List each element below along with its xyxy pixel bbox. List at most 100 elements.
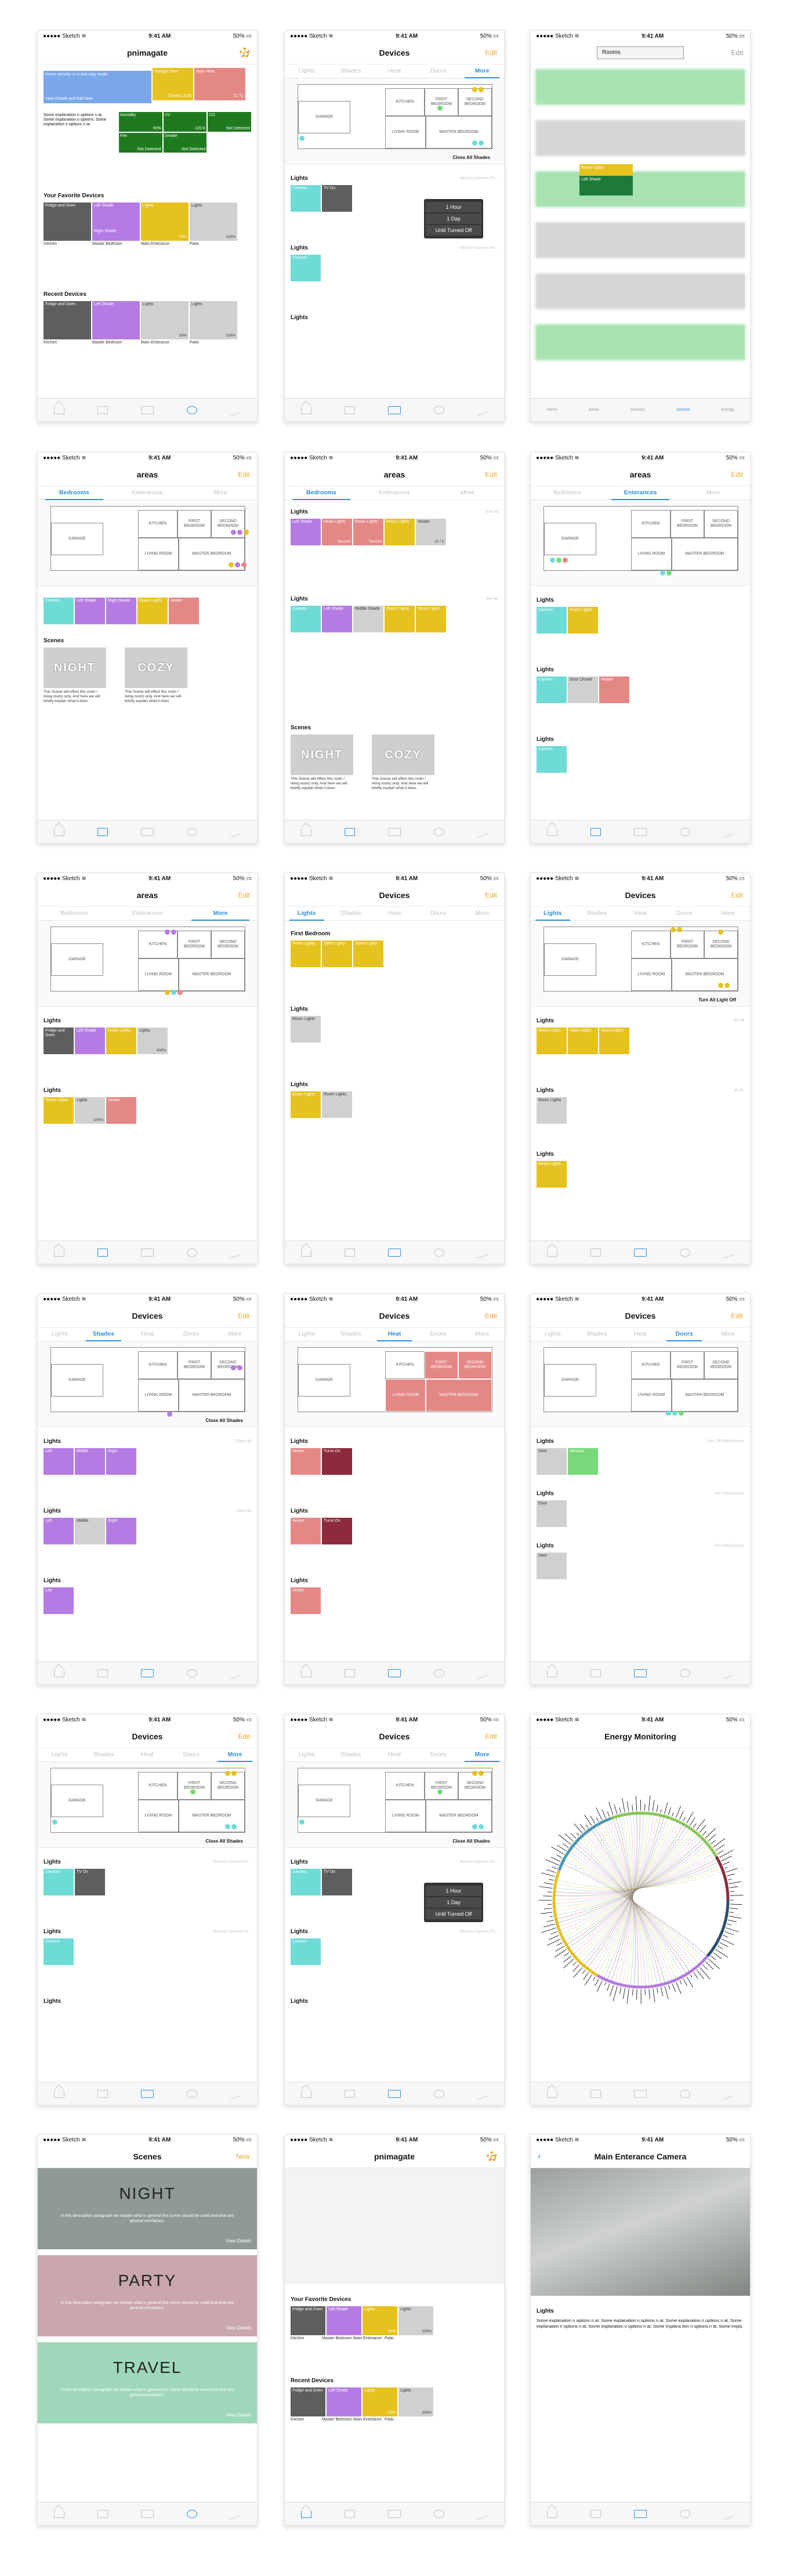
device-dot-icon[interactable] — [225, 1771, 230, 1776]
room-first-bedroom[interactable]: FIRST BEDROOM — [177, 1351, 211, 1379]
device-tile[interactable]: TV On — [322, 1869, 352, 1895]
device-tile[interactable]: Middle — [75, 1448, 105, 1475]
device-tile[interactable]: Left — [44, 1518, 74, 1544]
room-first-bedroom[interactable]: FIRST BEDROOM — [671, 1351, 704, 1379]
areas-icon[interactable] — [590, 1248, 601, 1257]
close-all-button[interactable]: Close All Shades — [452, 155, 490, 160]
chord-arc[interactable] — [596, 1955, 709, 1989]
energy-icon[interactable] — [230, 2087, 241, 2100]
device-dot-icon[interactable] — [479, 87, 484, 92]
tab-doors[interactable]: Doors — [662, 1327, 706, 1341]
device-dot-icon[interactable] — [437, 106, 443, 111]
device-dot-icon[interactable] — [231, 1824, 237, 1829]
device-tile[interactable]: Lights 50% — [363, 2387, 397, 2416]
scenes-icon[interactable] — [679, 2509, 690, 2518]
edit-button[interactable]: Edit — [485, 48, 497, 57]
close-all-button[interactable]: Turn All Light Off — [698, 997, 736, 1003]
floor-plan[interactable]: GARAGE KITCHEN FIRST BEDROOM SECOND BEDROOM… — [50, 927, 245, 995]
scenes-icon[interactable] — [679, 827, 690, 836]
areas-icon[interactable] — [590, 2509, 601, 2518]
scenes-icon[interactable] — [186, 2509, 197, 2518]
room-kitchen[interactable]: KITCHEN — [385, 1351, 425, 1379]
device-tile[interactable]: Room Lights — [385, 606, 415, 632]
room-first-bedroom[interactable]: FIRST BEDROOM — [425, 88, 458, 116]
devices-icon[interactable] — [633, 2509, 647, 2518]
areas-icon[interactable] — [590, 1669, 601, 1677]
floor-plan[interactable]: GARAGE KITCHEN FIRST BEDROOM SECOND BEDROOM… — [50, 1768, 245, 1833]
section-link[interactable]: Get Notifications — [714, 1491, 744, 1496]
edit-button[interactable]: New — [235, 2152, 250, 2161]
sensor-card[interactable]: Humidity 50% — [119, 112, 162, 132]
energy-icon[interactable] — [723, 1246, 734, 1258]
device-tile[interactable]: Room Lights — [291, 1016, 321, 1043]
room-first-bedroom[interactable]: FIRST BEDROOM — [425, 1772, 458, 1800]
scene-banner[interactable]: NIGHT In this description paragraph we ex… — [38, 2168, 257, 2249]
room-kitchen[interactable]: KITCHEN — [138, 1351, 177, 1379]
home-icon[interactable] — [547, 1669, 558, 1677]
device-tile[interactable]: Fridge and Oven — [44, 202, 91, 241]
tab-areas[interactable]: Areas — [588, 408, 600, 412]
room-living-room[interactable]: LIVING ROOM — [385, 1379, 426, 1412]
preview-popup[interactable]: Room Lights Left Shade — [579, 164, 633, 196]
device-dot-icon[interactable] — [237, 1365, 242, 1370]
section-link[interactable]: All Off — [733, 1018, 744, 1023]
sensor-card[interactable]: CO Not Detected — [208, 112, 251, 132]
tab-lights[interactable]: Lights — [544, 1330, 561, 1337]
device-tile[interactable]: Camera — [537, 676, 567, 703]
room-second-bedroom[interactable]: SECOND BEDROOM — [458, 1351, 492, 1379]
device-dot-icon[interactable] — [165, 929, 170, 935]
devices-icon[interactable] — [140, 1669, 154, 1677]
home-icon[interactable] — [54, 2509, 65, 2518]
devices-icon[interactable] — [140, 1248, 154, 1257]
scenes-icon[interactable] — [186, 827, 197, 836]
timer-option[interactable]: Until Turned Off — [426, 1909, 481, 1919]
device-tile[interactable]: Room Lights — [291, 940, 321, 967]
timer-popover[interactable]: 1 Hour 1 Day Until Turned Off — [424, 1883, 483, 1922]
room-master-bedroom[interactable]: MASTER BEDROOM — [672, 1379, 738, 1412]
room-kitchen[interactable]: KITCHEN — [138, 1772, 177, 1800]
device-tile[interactable]: Room Lights Second — [353, 519, 383, 545]
edit-button[interactable]: Edit — [731, 891, 743, 899]
device-tile[interactable]: Door — [537, 1553, 567, 1579]
tab-more[interactable]: More — [460, 1748, 504, 1762]
room-kitchen[interactable]: KITCHEN — [138, 931, 177, 958]
room-master-bedroom[interactable]: MASTER BEDROOM — [426, 1800, 492, 1832]
tab-more[interactable]: More — [228, 1330, 242, 1337]
device-dot-icon[interactable] — [660, 570, 665, 576]
edit-button[interactable]: Edit — [238, 891, 250, 899]
energy-icon[interactable] — [477, 404, 488, 416]
tab-doors[interactable]: Doors — [430, 1751, 447, 1758]
device-tile[interactable]: Right — [106, 1518, 136, 1544]
device-dot-icon[interactable] — [437, 1789, 443, 1794]
areas-icon[interactable] — [97, 406, 108, 414]
room-second-bedroom[interactable]: SECOND BEDROOM — [211, 931, 245, 958]
edit-button[interactable]: Edit — [485, 891, 497, 899]
energy-icon[interactable] — [230, 2508, 241, 2520]
edit-button[interactable]: Edit — [731, 48, 743, 57]
tab-more[interactable]: More — [475, 910, 490, 917]
room-master-bedroom[interactable]: MASTER BEDROOM — [672, 958, 738, 991]
devices-icon[interactable] — [140, 827, 154, 836]
scenes-icon[interactable] — [186, 1248, 197, 1257]
room-second-bedroom[interactable]: SECOND BEDROOM — [704, 510, 738, 538]
timer-popover[interactable]: 1 Hour 1 Day Until Turned Off — [424, 199, 483, 238]
section-link[interactable]: All On — [733, 1088, 744, 1092]
tab-enterances[interactable]: Enterances — [379, 489, 410, 496]
tab-shades[interactable]: Shades — [93, 1751, 114, 1758]
areas-icon[interactable] — [345, 2509, 356, 2518]
areas-icon[interactable] — [345, 2089, 356, 2098]
energy-chord-chart[interactable] — [531, 1755, 751, 2080]
device-tile[interactable]: Right — [106, 1448, 136, 1475]
room-master-bedroom[interactable]: MASTER BEDROOM — [426, 116, 492, 149]
security-banner[interactable]: Home security is in anti-stay mode. View … — [44, 71, 151, 103]
scene-card-wrap[interactable]: NIGHT This Scene will effect this room / … — [44, 647, 106, 704]
device-tile[interactable]: Lights 100% — [137, 1027, 168, 1054]
back-arrow-icon[interactable]: ‹ — [538, 2151, 541, 2161]
home-icon[interactable] — [301, 1669, 312, 1677]
device-dot-icon[interactable] — [229, 562, 234, 567]
chord-arc[interactable] — [552, 1869, 599, 1977]
device-dot-icon[interactable] — [718, 929, 723, 935]
room-living-room[interactable]: LIVING ROOM — [631, 958, 672, 991]
devices-icon[interactable] — [387, 406, 401, 414]
tab-heat[interactable]: Heat — [387, 67, 401, 74]
